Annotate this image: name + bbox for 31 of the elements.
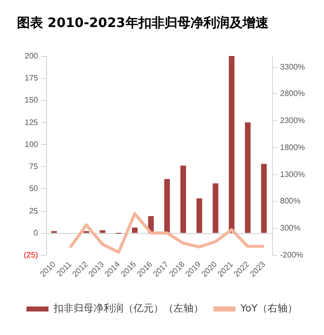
line-series: [68, 212, 266, 254]
y2-tick-label: 1800%: [280, 142, 305, 152]
y2-tick-label: 800%: [280, 196, 300, 206]
y-tick-label: 50: [29, 184, 39, 194]
y-tick-label: 25: [29, 206, 39, 216]
bar: [228, 56, 234, 233]
y-tick-label: 150: [24, 96, 39, 105]
y-tick-label: 175: [24, 74, 39, 83]
bar: [100, 230, 106, 233]
y-tick-label: (25): [24, 250, 38, 260]
chart-title: 图表 2010-2023年扣非归母净利润及增速: [17, 15, 270, 31]
bar: [196, 198, 202, 233]
y-tick-label: 75: [29, 162, 39, 172]
y2-tick-label: 300%: [280, 224, 300, 233]
y-tick-label: 125: [24, 118, 39, 127]
y-tick-label: 200: [24, 52, 39, 60]
y2-tick-label: 3300%: [280, 62, 305, 72]
bar: [180, 166, 186, 233]
bar: [244, 122, 251, 233]
bar: [212, 183, 218, 233]
bar: [261, 164, 267, 233]
legend-label: 扣非归母净利润（亿元）（左轴）: [52, 302, 204, 314]
y2-tick-label: 1300%: [280, 170, 305, 179]
bar: [132, 228, 138, 233]
bar: [164, 178, 170, 233]
y-tick-label: 0: [34, 228, 39, 238]
y2-tick-label: 2300%: [280, 116, 305, 126]
legend-label: YoY（右轴）: [239, 302, 298, 314]
y2-tick-label: 2800%: [280, 89, 305, 98]
y2-tick-label: -200%: [280, 250, 304, 260]
y-tick-label: 100: [24, 140, 39, 149]
